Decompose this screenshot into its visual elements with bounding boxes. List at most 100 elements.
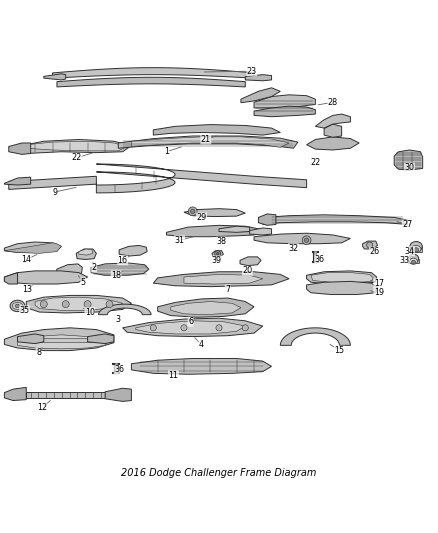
Text: 16: 16: [118, 256, 127, 265]
Polygon shape: [324, 124, 342, 138]
Text: 38: 38: [216, 237, 226, 246]
Text: 22: 22: [310, 158, 321, 167]
Circle shape: [302, 236, 311, 245]
Circle shape: [84, 301, 91, 308]
Text: 32: 32: [288, 244, 299, 253]
Polygon shape: [9, 164, 307, 193]
Polygon shape: [91, 263, 149, 275]
Polygon shape: [4, 387, 26, 400]
Ellipse shape: [411, 246, 421, 253]
Text: 39: 39: [212, 256, 222, 265]
Circle shape: [181, 325, 187, 331]
Polygon shape: [280, 328, 350, 345]
Text: 33: 33: [400, 256, 410, 265]
Circle shape: [304, 238, 309, 243]
Circle shape: [216, 325, 222, 331]
Polygon shape: [18, 334, 44, 344]
Polygon shape: [212, 251, 223, 257]
Polygon shape: [35, 297, 123, 310]
Text: 20: 20: [242, 266, 253, 276]
Polygon shape: [105, 388, 131, 401]
Polygon shape: [57, 77, 245, 87]
Text: 15: 15: [334, 346, 345, 355]
Ellipse shape: [410, 241, 422, 251]
Text: 4: 4: [199, 340, 204, 349]
Polygon shape: [240, 257, 261, 265]
Polygon shape: [408, 259, 419, 263]
Text: 30: 30: [405, 163, 414, 172]
Text: 10: 10: [85, 308, 95, 317]
Polygon shape: [254, 106, 315, 117]
Polygon shape: [4, 242, 61, 253]
Text: 1: 1: [164, 147, 169, 156]
Polygon shape: [18, 140, 131, 154]
Polygon shape: [4, 328, 114, 351]
Text: 2: 2: [92, 263, 97, 272]
Text: 26: 26: [369, 247, 380, 256]
Polygon shape: [241, 88, 280, 103]
Polygon shape: [245, 75, 272, 81]
Text: 12: 12: [37, 403, 47, 412]
Circle shape: [150, 325, 156, 331]
Text: 5: 5: [81, 278, 86, 287]
Polygon shape: [254, 233, 350, 244]
Circle shape: [216, 253, 219, 255]
Polygon shape: [44, 74, 66, 80]
Circle shape: [106, 301, 113, 308]
Polygon shape: [18, 335, 105, 349]
Circle shape: [367, 242, 373, 248]
Ellipse shape: [410, 258, 417, 264]
Ellipse shape: [408, 254, 419, 263]
Polygon shape: [79, 249, 93, 255]
Polygon shape: [4, 243, 61, 253]
Polygon shape: [153, 272, 289, 287]
Polygon shape: [56, 264, 82, 276]
Circle shape: [242, 325, 248, 331]
Text: 34: 34: [405, 247, 414, 256]
Polygon shape: [254, 95, 315, 108]
Text: 23: 23: [247, 67, 257, 76]
Text: 2016 Dodge Challenger Frame Diagram: 2016 Dodge Challenger Frame Diagram: [121, 467, 317, 478]
Polygon shape: [315, 114, 350, 128]
Text: 35: 35: [19, 306, 30, 315]
Text: 13: 13: [22, 285, 32, 294]
Text: 19: 19: [374, 288, 384, 297]
Polygon shape: [26, 141, 127, 151]
Ellipse shape: [413, 248, 419, 252]
Polygon shape: [153, 125, 280, 135]
Polygon shape: [53, 68, 254, 78]
Circle shape: [191, 209, 195, 214]
Polygon shape: [26, 392, 105, 398]
Circle shape: [215, 251, 221, 257]
Polygon shape: [99, 304, 151, 314]
Ellipse shape: [15, 304, 20, 308]
Polygon shape: [131, 359, 272, 374]
Polygon shape: [219, 226, 250, 232]
Circle shape: [40, 301, 47, 308]
Text: 36: 36: [315, 255, 325, 264]
Polygon shape: [26, 295, 131, 313]
Circle shape: [188, 207, 197, 216]
Text: 6: 6: [188, 317, 193, 326]
Polygon shape: [311, 273, 373, 282]
Polygon shape: [119, 246, 147, 256]
Polygon shape: [394, 150, 423, 170]
Polygon shape: [136, 321, 245, 334]
Text: 7: 7: [225, 285, 230, 294]
Text: 28: 28: [328, 98, 338, 107]
Text: 3: 3: [116, 316, 121, 325]
Polygon shape: [76, 249, 96, 260]
Polygon shape: [88, 334, 114, 344]
Polygon shape: [307, 271, 377, 284]
Polygon shape: [307, 281, 378, 295]
Ellipse shape: [411, 260, 416, 264]
Polygon shape: [118, 136, 298, 148]
Text: 9: 9: [52, 188, 57, 197]
Polygon shape: [35, 338, 96, 342]
Polygon shape: [166, 225, 263, 237]
Text: 14: 14: [21, 255, 31, 264]
Ellipse shape: [10, 300, 25, 312]
Polygon shape: [4, 273, 18, 284]
Polygon shape: [158, 298, 254, 317]
Polygon shape: [131, 137, 289, 147]
